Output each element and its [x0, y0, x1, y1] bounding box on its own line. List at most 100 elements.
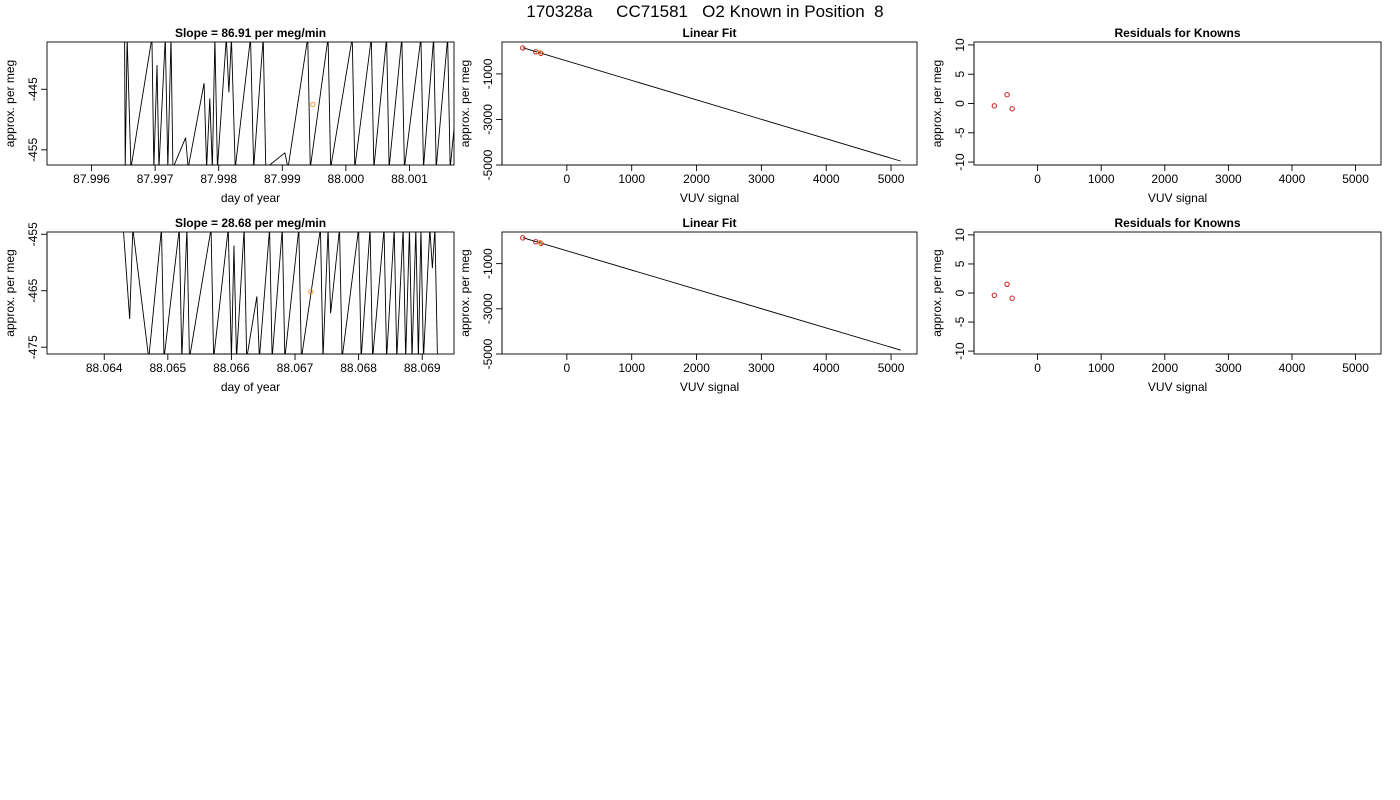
panel-row2-drift: Slope = 28.68 per meg/min 88.064 88.065 88.…	[3, 216, 455, 394]
x-tick-label: 88.067	[277, 361, 314, 375]
x-tick-label: 87.998	[200, 172, 237, 186]
x-tick-label: 88.066	[213, 361, 250, 375]
x-tick-label: 88.068	[340, 361, 377, 375]
x-tick-label: 87.996	[73, 172, 110, 186]
series-line	[123, 232, 438, 354]
known-point	[520, 45, 526, 51]
x-tick-label: 3000	[748, 361, 775, 375]
panel-title: Residuals for Knowns	[1114, 216, 1240, 230]
x-tick-label: 3000	[1215, 172, 1242, 186]
x-tick-label: 88.000	[328, 172, 365, 186]
y-tick-label: -475	[26, 335, 40, 359]
known-point	[520, 235, 526, 241]
y-axis-label: approx. per meg	[3, 60, 17, 147]
x-tick-label: 88.065	[149, 361, 186, 375]
x-tick-label: 2000	[683, 172, 710, 186]
panel-row1-fit: Linear Fit 0 1000 2000 3000 4000 5000 VUV signa…	[458, 26, 918, 205]
y-tick-label: -3000	[481, 293, 495, 324]
known-point	[1009, 106, 1015, 112]
x-tick-label: 4000	[1279, 361, 1306, 375]
y-tick-label: 10	[953, 38, 967, 52]
y-tick-label: 0	[953, 100, 967, 107]
x-tick-label: 5000	[1342, 361, 1369, 375]
x-tick-label: 0	[1034, 172, 1041, 186]
y-tick-label: -1000	[481, 248, 495, 279]
x-tick-label: 1000	[618, 172, 645, 186]
x-tick-label: 1000	[1088, 172, 1115, 186]
x-axis-label: VUV signal	[680, 191, 739, 205]
sample-point	[537, 239, 543, 246]
fit-line	[522, 237, 901, 351]
sample-point	[308, 289, 314, 295]
x-tick-label: 1000	[1088, 361, 1115, 375]
y-tick-label: -455	[26, 222, 40, 246]
panel-title: Linear Fit	[682, 216, 736, 230]
y-axis-label: approx. per meg	[3, 249, 17, 336]
y-tick-label: -5	[953, 316, 967, 327]
known-point	[1009, 295, 1015, 301]
x-tick-label: 5000	[878, 172, 905, 186]
known-point	[1004, 281, 1010, 287]
known-point	[991, 103, 998, 109]
y-tick-label: -5	[953, 127, 967, 138]
y-axis-label: approx. per meg	[458, 249, 472, 336]
panel-title: Slope = 86.91 per meg/min	[175, 26, 326, 40]
panel-title: Linear Fit	[682, 26, 736, 40]
y-tick-label: 10	[953, 228, 967, 242]
y-tick-label: -455	[26, 138, 40, 162]
x-tick-label: 5000	[878, 361, 905, 375]
panels: Slope = 86.91 per meg/min 87.996 87.997 87.…	[3, 26, 1382, 394]
known-point	[1004, 92, 1010, 98]
y-tick-label: -10	[953, 342, 967, 360]
y-tick-label: -465	[26, 278, 40, 302]
panel-row1-resid: Residuals for Knowns 0 1000 2000 3000 4000 500…	[930, 26, 1382, 205]
known-point	[538, 240, 544, 246]
x-axis-label: VUV signal	[1148, 380, 1207, 394]
y-tick-label: -5000	[481, 338, 495, 369]
x-tick-label: 4000	[813, 172, 840, 186]
y-tick-label: -5000	[481, 149, 495, 180]
panel-row2-resid: Residuals for Knowns 0 1000 2000 3000 4000 500…	[930, 216, 1382, 394]
x-tick-label: 3000	[748, 172, 775, 186]
figure-title: 170328a CC71581 O2 Known in Position 8	[526, 2, 883, 21]
x-tick-label: 2000	[683, 361, 710, 375]
panel-title: Residuals for Knowns	[1114, 26, 1240, 40]
x-tick-label: 4000	[1279, 172, 1306, 186]
y-tick-label: -3000	[481, 104, 495, 135]
y-tick-label: 0	[953, 289, 967, 296]
y-axis-label: approx. per meg	[458, 60, 472, 147]
panel-row2-fit: Linear Fit 0 1000 2000 3000 4000 5000 VUV signa…	[458, 216, 918, 394]
x-tick-label: 88.064	[86, 361, 123, 375]
y-tick-label: 5	[953, 260, 967, 267]
x-tick-label: 87.999	[264, 172, 301, 186]
x-tick-label: 0	[564, 361, 571, 375]
series-line	[124, 42, 454, 165]
y-axis-label: approx. per meg	[930, 60, 944, 147]
y-tick-label: -1000	[481, 58, 495, 89]
y-tick-label: -445	[26, 77, 40, 101]
x-tick-label: 3000	[1215, 361, 1242, 375]
x-tick-label: 87.997	[137, 172, 174, 186]
x-tick-label: 4000	[813, 361, 840, 375]
sample-point	[536, 49, 543, 56]
known-point	[991, 292, 998, 299]
y-axis-label: approx. per meg	[930, 249, 944, 336]
x-axis-label: day of year	[221, 380, 280, 394]
y-tick-label: 5	[953, 71, 967, 78]
x-tick-label: 0	[1034, 361, 1041, 375]
x-axis-label: VUV signal	[680, 380, 739, 394]
x-tick-label: 2000	[1151, 361, 1178, 375]
panel-title: Slope = 28.68 per meg/min	[175, 216, 326, 230]
x-tick-label: 2000	[1151, 172, 1178, 186]
y-tick-label: -10	[953, 153, 967, 171]
sample-point	[310, 101, 316, 108]
x-tick-label: 88.069	[404, 361, 441, 375]
x-tick-label: 0	[564, 172, 571, 186]
fit-line	[522, 47, 901, 162]
x-tick-label: 88.001	[391, 172, 428, 186]
x-tick-label: 1000	[618, 361, 645, 375]
x-axis-label: VUV signal	[1148, 191, 1207, 205]
x-tick-label: 5000	[1342, 172, 1369, 186]
